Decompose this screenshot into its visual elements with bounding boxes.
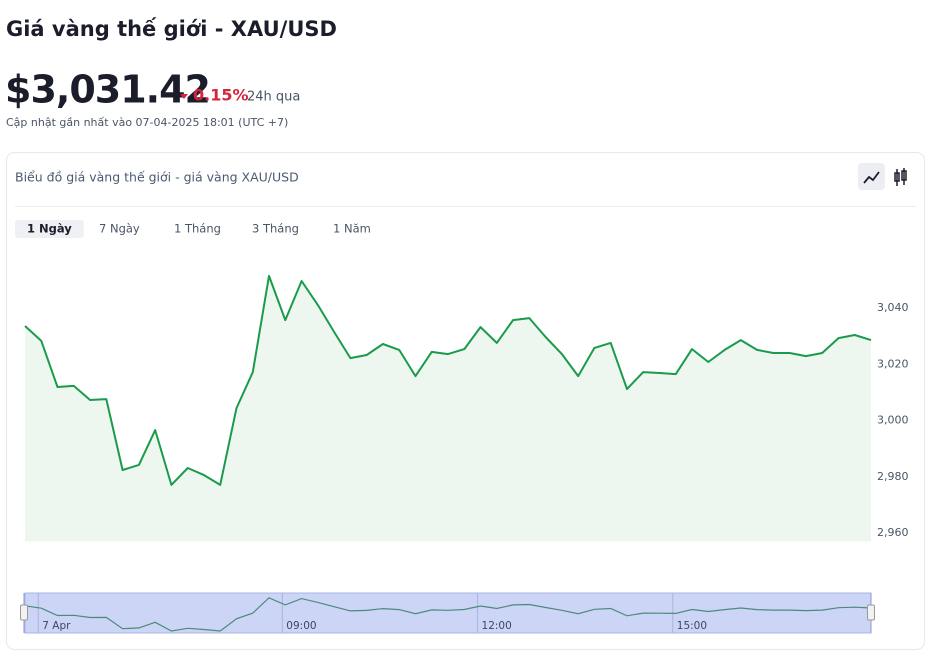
page-title: Giá vàng thế giới - XAU/USD	[6, 17, 337, 41]
tab-active-bg	[15, 220, 84, 238]
y-tick-label: 3,040	[877, 301, 909, 314]
plot: 2,960 2,980 3,000 3,020 3,040 7 Apr 09:00 12:00…	[20, 274, 909, 634]
navigator-label: 7 Apr	[42, 620, 71, 632]
navigator-label: 12:00	[482, 620, 512, 632]
navigator-line	[24, 597, 872, 632]
tab[interactable]: 1 Tháng	[174, 222, 221, 236]
navigator-handle[interactable]	[867, 604, 875, 621]
price: $3,031.42	[5, 68, 210, 112]
tab[interactable]: 3 Tháng	[252, 222, 299, 236]
navigator-label: 15:00	[677, 620, 707, 632]
navigator-handle[interactable]	[20, 604, 28, 621]
tab[interactable]: 1 Năm	[333, 222, 371, 236]
tab[interactable]: 7 Ngày	[99, 222, 140, 236]
period: 24h qua	[247, 90, 300, 105]
line-mode-button[interactable]	[858, 163, 885, 190]
tab-label: 1 Tháng	[174, 222, 221, 236]
y-tick-label: 3,020	[877, 357, 909, 370]
tab-label: 1 Năm	[333, 222, 371, 236]
navigator-label: 09:00	[286, 620, 316, 632]
updated: Cập nhật gần nhất vào 07-04-2025 18:01 (…	[6, 116, 288, 129]
line-icon	[863, 171, 880, 184]
navigator-bg	[24, 592, 872, 634]
line	[24, 274, 872, 486]
tabs: 1 Ngày 7 Ngày 1 Tháng 3 Tháng 1 Năm	[15, 220, 371, 238]
card-title: Biểu đồ giá vàng thế giới - giá vàng XAU…	[15, 170, 299, 185]
area	[25, 275, 871, 542]
y-tick-label: 3,000	[877, 414, 909, 427]
tab-label: 3 Tháng	[252, 222, 299, 236]
tab-label: 1 Ngày	[27, 222, 72, 236]
tab-label: 7 Ngày	[99, 222, 140, 236]
y-tick-label: 2,980	[877, 470, 909, 483]
candle-mode-button[interactable]	[894, 168, 907, 186]
tab[interactable]: 1 Ngày	[15, 220, 84, 238]
change: 0.15%	[193, 86, 249, 105]
down-arrow	[180, 94, 188, 99]
y-tick-label: 2,960	[877, 526, 909, 539]
